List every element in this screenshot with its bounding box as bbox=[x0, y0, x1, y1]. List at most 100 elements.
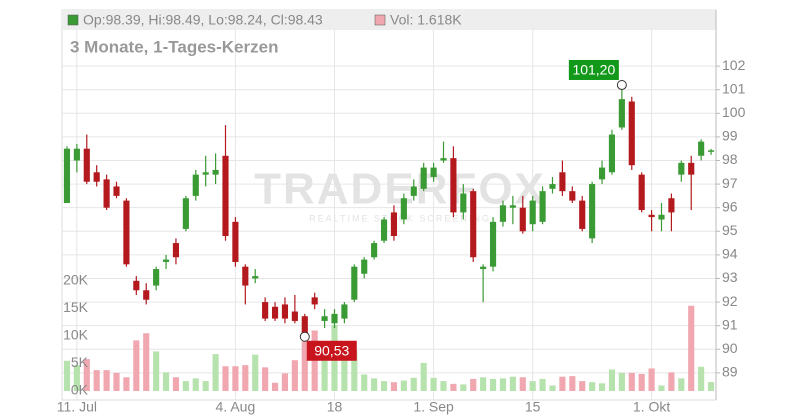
candle-body bbox=[440, 158, 447, 161]
y2-tick-label: 0K bbox=[71, 382, 89, 398]
candle-body bbox=[638, 174, 645, 211]
y-tick-label: 89 bbox=[722, 364, 738, 380]
volume-bar bbox=[529, 381, 536, 391]
candle-body bbox=[153, 269, 160, 286]
info-bar bbox=[62, 10, 716, 30]
candle-body bbox=[400, 198, 407, 220]
candle-body bbox=[460, 193, 467, 213]
volume-bar bbox=[678, 378, 685, 391]
volume-bar bbox=[133, 340, 140, 391]
volume-bar bbox=[371, 378, 378, 391]
extreme-marker bbox=[616, 79, 627, 90]
volume-bar bbox=[589, 382, 596, 391]
watermark: TRADERFOX bbox=[254, 165, 546, 214]
volume-bar bbox=[242, 365, 249, 391]
y-tick-label: 91 bbox=[722, 316, 738, 332]
volume-bar bbox=[509, 376, 516, 391]
volume-bar bbox=[63, 360, 71, 391]
y-tick-label: 100 bbox=[722, 104, 746, 120]
volume-bar bbox=[321, 341, 328, 391]
volume-bar bbox=[579, 381, 586, 391]
volume-info: Vol: 1.618K bbox=[390, 12, 462, 28]
volume-bar bbox=[271, 382, 279, 391]
watermark-sub: REALTIME STOCK SCREENING bbox=[309, 213, 491, 223]
candle-body bbox=[83, 148, 90, 182]
volume-bar bbox=[519, 377, 526, 391]
candle-body bbox=[63, 148, 71, 203]
volume-layer bbox=[63, 305, 715, 391]
candle-body bbox=[480, 266, 487, 270]
candle-body bbox=[549, 184, 556, 189]
y-tick-label: 95 bbox=[722, 222, 738, 238]
volume-bar bbox=[182, 381, 189, 391]
y2-tick-label: 20K bbox=[63, 272, 89, 288]
extreme-label-box bbox=[568, 59, 619, 80]
extreme-marker bbox=[299, 331, 310, 342]
y2-tick-label: 5K bbox=[71, 354, 89, 370]
volume-bar bbox=[301, 341, 308, 391]
candle-body bbox=[301, 316, 308, 336]
candle-body bbox=[182, 198, 189, 229]
y2-tick-label: 15K bbox=[63, 299, 89, 315]
candle-body bbox=[559, 172, 566, 192]
volume-bar bbox=[480, 377, 487, 391]
volume-bar bbox=[351, 350, 358, 391]
y-tick-label: 102 bbox=[722, 57, 746, 73]
volume-bar bbox=[143, 333, 150, 391]
candle-body bbox=[598, 167, 606, 180]
candle-body bbox=[222, 155, 229, 237]
candle-body bbox=[430, 167, 437, 178]
candle-body bbox=[668, 198, 675, 213]
candle-body bbox=[589, 184, 596, 239]
chart-subtitle: 3 Monate, 1-Tages-Kerzen bbox=[70, 37, 278, 56]
volume-bar bbox=[450, 383, 457, 391]
candle-body bbox=[688, 162, 695, 175]
volume-bar bbox=[618, 372, 625, 391]
candle-body bbox=[608, 134, 616, 173]
volume-bar bbox=[380, 381, 388, 391]
volume-bar bbox=[440, 381, 447, 391]
candle-body bbox=[579, 200, 586, 229]
volume-bar bbox=[698, 366, 705, 391]
candle-body bbox=[252, 276, 259, 279]
y-tick-label: 101 bbox=[722, 80, 746, 96]
volume-bar bbox=[658, 385, 665, 391]
y-tick-label: 94 bbox=[722, 246, 738, 262]
volume-bar bbox=[123, 377, 130, 391]
volume-bar bbox=[559, 376, 566, 391]
volume-bar bbox=[252, 354, 259, 391]
volume-bar bbox=[460, 384, 467, 391]
ohlc-info: Op:98.39, Hi:98.49, Lo:98.24, Cl:98.43 bbox=[83, 12, 323, 28]
y-tick-label: 90 bbox=[722, 340, 738, 356]
candle-body bbox=[489, 221, 497, 267]
x-tick-label: 1. Sep bbox=[413, 399, 454, 415]
y-tick-label: 97 bbox=[722, 175, 738, 191]
volume-bar bbox=[281, 373, 289, 391]
y-tick-label: 98 bbox=[722, 151, 738, 167]
volume-bar bbox=[262, 367, 269, 391]
candle-body bbox=[351, 266, 358, 300]
x-tick-label: 4. Aug bbox=[216, 399, 256, 415]
volume-bar bbox=[232, 366, 239, 391]
candle-body bbox=[331, 313, 338, 324]
candle-body bbox=[93, 172, 100, 182]
y-tick-label: 93 bbox=[722, 269, 738, 285]
volume-bar bbox=[390, 382, 398, 391]
candle-body bbox=[291, 311, 298, 321]
volume-bar bbox=[608, 369, 616, 391]
candle-body bbox=[569, 191, 576, 201]
candle-body bbox=[361, 259, 368, 274]
extreme-label-box bbox=[306, 340, 357, 361]
volume-bar bbox=[202, 381, 209, 391]
candle-body bbox=[232, 221, 239, 262]
volume-bar bbox=[172, 377, 180, 391]
volume-bar bbox=[361, 374, 368, 391]
volume-bar bbox=[489, 378, 497, 391]
candle-body bbox=[390, 212, 398, 237]
volume-bar bbox=[153, 351, 160, 391]
candle-body bbox=[470, 191, 477, 258]
volume-bar bbox=[470, 378, 477, 391]
candle-body bbox=[73, 148, 80, 161]
candle-body bbox=[529, 200, 536, 225]
